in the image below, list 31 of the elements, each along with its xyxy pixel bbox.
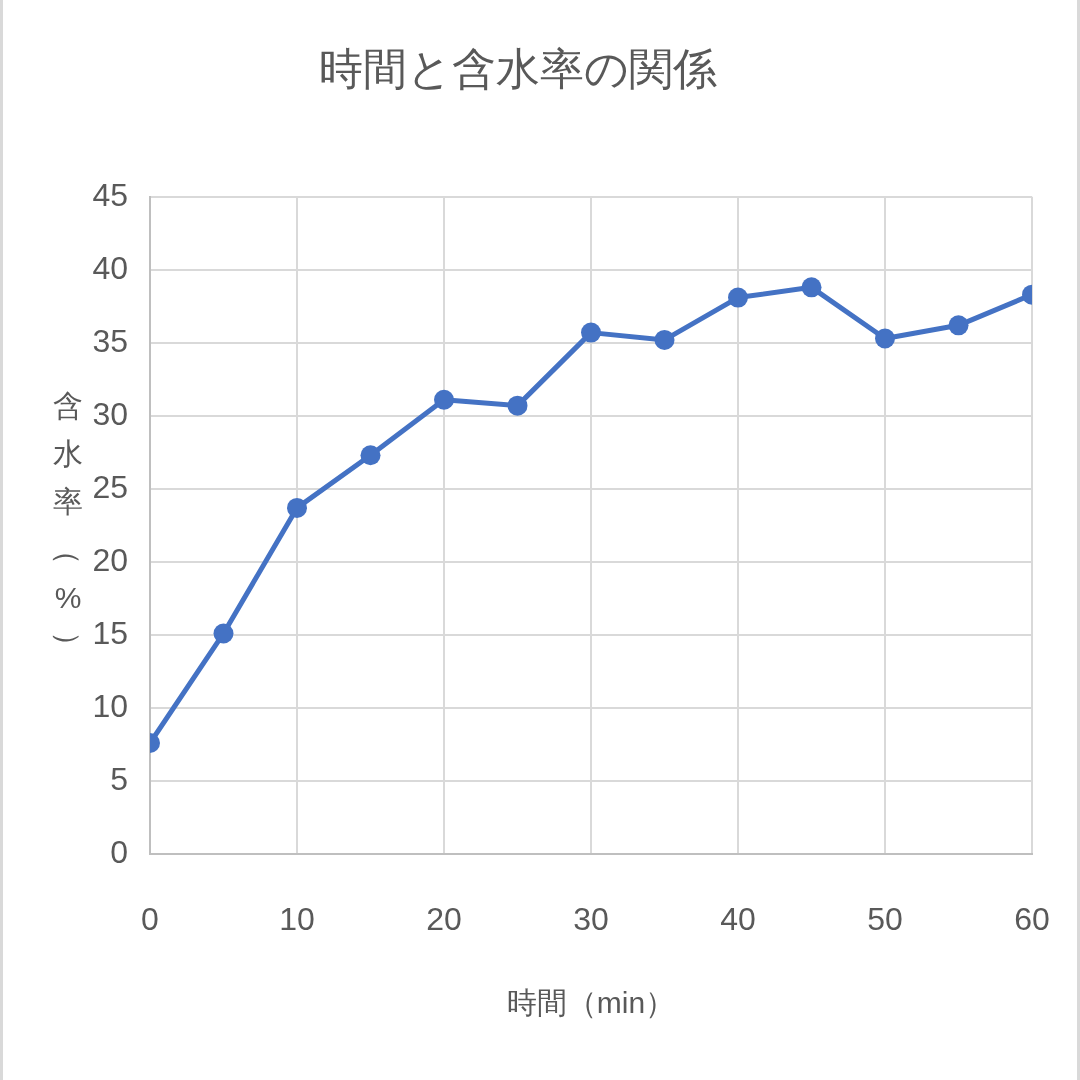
y-tick-label: 20: [92, 541, 128, 578]
x-tick-label: 0: [141, 901, 159, 938]
point: [507, 395, 528, 416]
x-tick-label: 30: [573, 901, 609, 938]
point: [948, 315, 969, 336]
y-tick-label: 25: [92, 468, 128, 505]
y-tick-label: 15: [92, 614, 128, 651]
point: [213, 623, 234, 644]
x-tick-label: 20: [426, 901, 462, 938]
y-tick-label: 10: [92, 687, 128, 724]
x-tick-label: 60: [1014, 901, 1050, 938]
y-tick-label: 0: [110, 833, 128, 870]
point: [875, 328, 895, 349]
x-tick-label: 50: [867, 901, 903, 938]
chart-title: 時間と含水率の関係: [318, 43, 717, 93]
y-tick-label: 45: [92, 176, 128, 213]
y-tick-label: 40: [92, 249, 128, 286]
point: [287, 497, 307, 518]
x-tick-label: 40: [720, 901, 756, 938]
point: [728, 287, 748, 308]
x-axis-title: 時間（min）: [506, 986, 676, 1020]
x-tick-label: 10: [279, 901, 315, 938]
point: [801, 277, 822, 298]
y-tick-label: 35: [92, 322, 128, 359]
y-tick-label: 30: [92, 395, 128, 432]
point: [360, 445, 381, 466]
y-axis-title: 含水率（%）: [51, 387, 86, 661]
point: [434, 389, 454, 410]
point: [654, 329, 675, 350]
point: [581, 322, 601, 343]
y-tick-label: 5: [110, 760, 128, 797]
